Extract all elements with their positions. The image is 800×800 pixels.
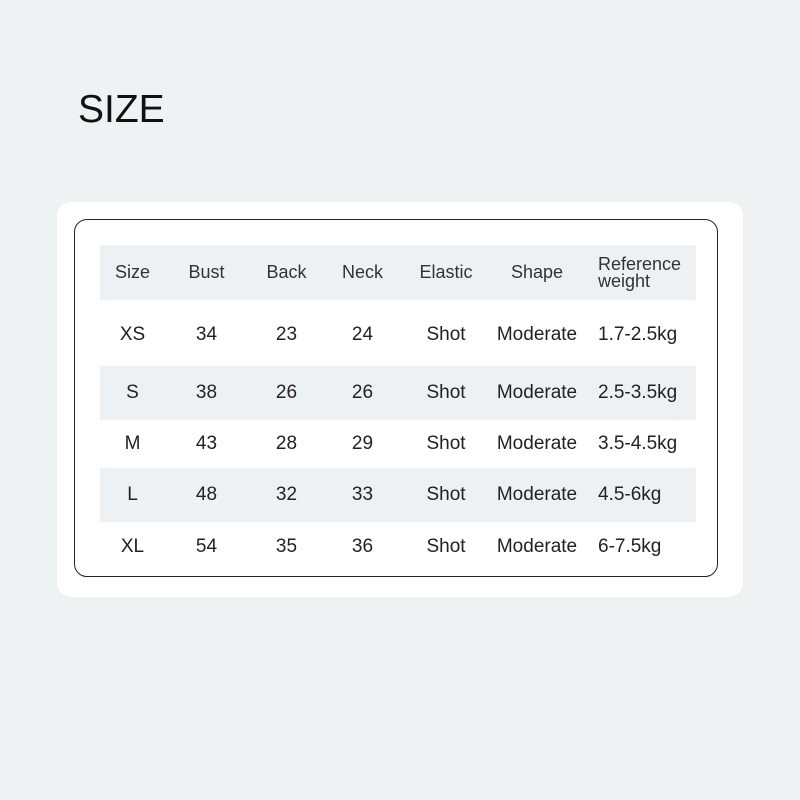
table-cell: 26 <box>351 382 374 403</box>
table-cell: Moderate <box>496 433 578 454</box>
table-cell: S <box>126 382 139 403</box>
table-cell: 54 <box>195 536 218 557</box>
column-header: Reference weight <box>598 253 682 291</box>
table-row: XS 34 23 24 Shot Moderate 1.7-2.5kg <box>100 300 696 366</box>
table-cell: 4.5-6kg <box>598 484 662 505</box>
table-cell: 33 <box>351 484 374 505</box>
table-cell: 29 <box>351 433 374 454</box>
table-cell: Moderate <box>496 536 578 557</box>
table-row: L 48 32 33 Shot Moderate 4.5-6kg <box>100 468 696 522</box>
table-cell: 2.5-3.5kg <box>598 382 678 403</box>
table-cell: 32 <box>275 484 298 505</box>
column-header: Shape <box>510 262 564 282</box>
column-header: Back <box>266 262 307 282</box>
table-cell: Shot <box>426 484 466 505</box>
table-cell: 34 <box>195 324 218 345</box>
table-row: M 43 28 29 Shot Moderate 3.5-4.5kg <box>100 420 696 468</box>
table-row: XL 54 35 36 Shot Moderate 6-7.5kg <box>100 522 696 572</box>
table-cell: Moderate <box>496 484 578 505</box>
table-cell: 6-7.5kg <box>598 536 662 557</box>
table-cell: 3.5-4.5kg <box>598 433 678 454</box>
table-cell: 38 <box>195 382 218 403</box>
table-row: S 38 26 26 Shot Moderate 2.5-3.5kg <box>100 366 696 420</box>
table-cell: L <box>127 484 138 505</box>
column-header: Elastic <box>419 262 473 282</box>
column-header: Neck <box>341 262 383 282</box>
column-header: Bust <box>188 262 225 282</box>
table-cell: Shot <box>426 433 466 454</box>
table-cell: 26 <box>275 382 298 403</box>
table-cell: Shot <box>426 324 466 345</box>
table-cell: XS <box>119 324 146 345</box>
table-cell: 35 <box>275 536 298 557</box>
table-cell: 28 <box>275 433 298 454</box>
column-header: Size <box>114 262 150 282</box>
page-title: SIZE <box>78 88 165 131</box>
table-cell: 36 <box>351 536 374 557</box>
table-cell: M <box>124 433 141 454</box>
table-cell: Moderate <box>496 382 578 403</box>
table-header-row: Size Bust Back Neck Elastic Shape Reference we… <box>100 245 696 300</box>
table-cell: Moderate <box>496 324 578 345</box>
table-cell: 1.7-2.5kg <box>598 324 678 345</box>
table-cell: Shot <box>426 536 466 557</box>
table-cell: Shot <box>426 382 466 403</box>
size-table: Size Bust Back Neck Elastic Shape Reference we… <box>100 245 696 572</box>
table-cell: XL <box>120 536 145 557</box>
table-cell: 24 <box>351 324 374 345</box>
table-cell: 43 <box>195 433 218 454</box>
table-cell: 48 <box>195 484 218 505</box>
table-cell: 23 <box>275 324 298 345</box>
